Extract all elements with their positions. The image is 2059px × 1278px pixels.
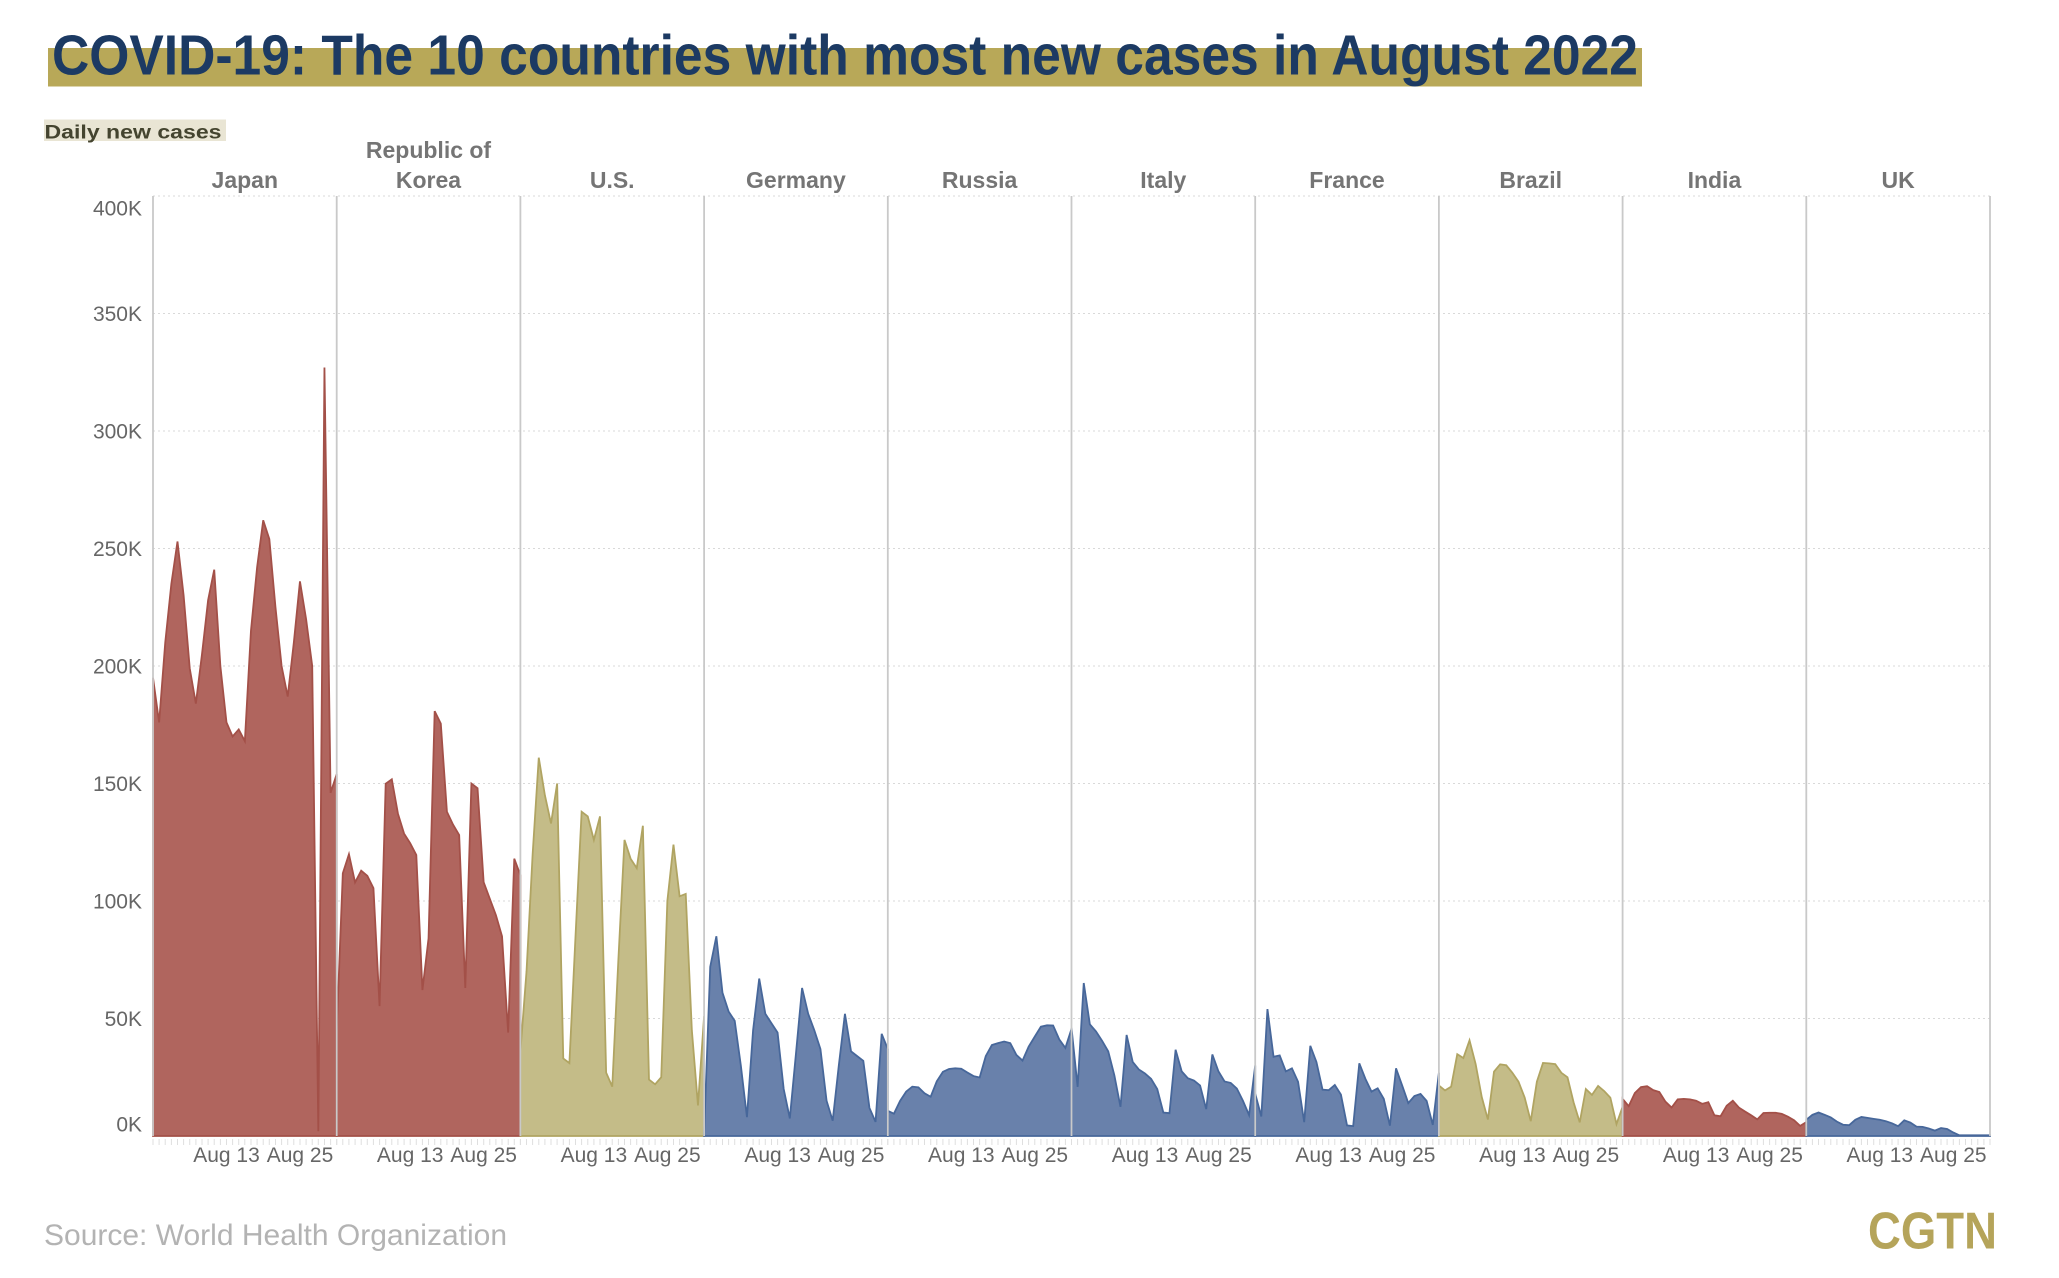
svg-text:Japan: Japan [212, 167, 278, 193]
svg-text:Aug 25: Aug 25 [1002, 1144, 1069, 1167]
svg-text:Italy: Italy [1140, 167, 1186, 193]
svg-text:50K: 50K [105, 1008, 142, 1031]
svg-text:CGTN: CGTN [1868, 1203, 1997, 1261]
svg-text:0K: 0K [116, 1114, 142, 1137]
svg-text:Aug 13: Aug 13 [377, 1144, 444, 1167]
svg-text:Aug 13: Aug 13 [928, 1144, 995, 1167]
svg-text:Aug 13: Aug 13 [1847, 1144, 1914, 1167]
svg-text:Russia: Russia [942, 167, 1018, 193]
svg-text:Aug 25: Aug 25 [1553, 1144, 1620, 1167]
svg-text:UK: UK [1881, 167, 1915, 193]
svg-text:400K: 400K [93, 198, 142, 221]
svg-text:Aug 25: Aug 25 [634, 1144, 701, 1167]
svg-text:Aug 25: Aug 25 [1185, 1144, 1252, 1167]
svg-text:Aug 13: Aug 13 [1663, 1144, 1730, 1167]
svg-text:Aug 13: Aug 13 [1112, 1144, 1179, 1167]
svg-text:Aug 13: Aug 13 [744, 1144, 811, 1167]
svg-text:France: France [1309, 167, 1384, 193]
svg-text:Daily new cases: Daily new cases [45, 122, 222, 144]
svg-text:250K: 250K [93, 538, 142, 561]
svg-text:Aug 25: Aug 25 [1369, 1144, 1436, 1167]
svg-text:Aug 25: Aug 25 [450, 1144, 517, 1167]
svg-text:COVID-19: The 10 countries wit: COVID-19: The 10 countries with most new… [52, 24, 1638, 88]
svg-text:Aug 13: Aug 13 [1479, 1144, 1546, 1167]
svg-text:Germany: Germany [746, 167, 846, 193]
svg-text:Brazil: Brazil [1499, 167, 1562, 193]
svg-text:Aug 13: Aug 13 [561, 1144, 628, 1167]
svg-text:U.S.: U.S. [590, 167, 635, 193]
svg-text:Aug 13: Aug 13 [1295, 1144, 1362, 1167]
svg-text:Aug 25: Aug 25 [267, 1144, 334, 1167]
svg-text:150K: 150K [93, 773, 142, 796]
svg-text:India: India [1688, 167, 1742, 193]
svg-text:300K: 300K [93, 421, 142, 444]
svg-text:Aug 25: Aug 25 [1920, 1144, 1987, 1167]
svg-text:350K: 350K [93, 303, 142, 326]
svg-text:Aug 13: Aug 13 [193, 1144, 260, 1167]
svg-text:Source: World Health Organizat: Source: World Health Organization [44, 1219, 507, 1252]
svg-text:100K: 100K [93, 891, 142, 914]
svg-text:Korea: Korea [396, 167, 461, 193]
svg-text:200K: 200K [93, 656, 142, 679]
svg-text:Aug 25: Aug 25 [1736, 1144, 1803, 1167]
svg-text:Republic of: Republic of [366, 137, 492, 163]
svg-text:Aug 25: Aug 25 [818, 1144, 885, 1167]
